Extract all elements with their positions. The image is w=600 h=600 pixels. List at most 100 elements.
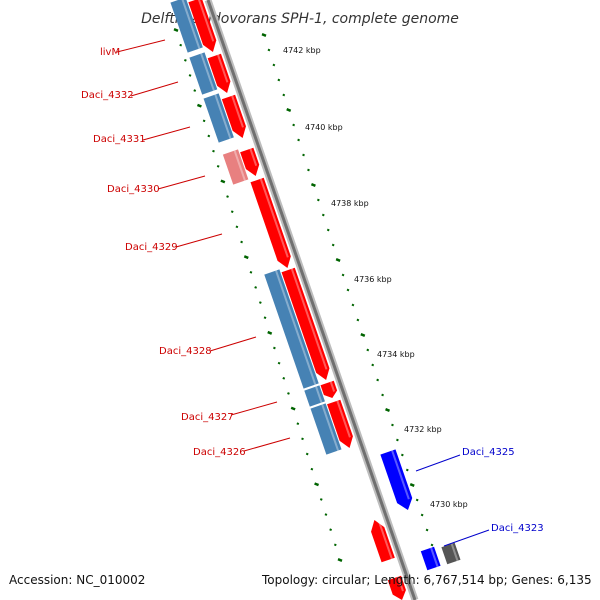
gene-rev-4[interactable] [222,149,249,185]
tick-left-minor [230,210,234,214]
gene-daci-4331[interactable] [221,94,249,141]
gene-daci-4325-shape-group[interactable] [380,449,415,512]
gene-daci-4323-shape-group[interactable] [420,546,441,571]
gene-extra-2[interactable] [387,575,409,600]
tick-right-minor [321,213,325,217]
gene-daci-4325-shape-group-shape [380,449,413,510]
tick-left-minor [333,543,337,547]
gene-rev-3[interactable] [203,93,234,143]
gene-livm-shape [188,0,217,53]
tick-right-major [286,108,292,112]
tick-right-minor [272,63,276,67]
tick-left-minor [287,392,290,395]
gene-rev-5-shine [275,270,317,385]
gene-rev-7-shine [321,404,340,451]
gene-daci-4329-shape [250,177,291,269]
tick-tracks [173,28,434,562]
gene-livm[interactable] [188,0,219,54]
gene-label-daci-4327[interactable]: Daci_4327 [181,412,234,423]
gene-extra-1-shine [377,518,393,560]
tick-left-minor [319,498,323,501]
tick-left-major [337,558,343,562]
tick-right-minor [297,138,300,142]
tick-right-minor [430,543,434,547]
tick-right-major [261,33,267,37]
tick-right-minor [415,498,419,502]
gene-rev-2[interactable] [189,52,218,95]
gene-daci-4326[interactable] [327,399,356,451]
tick-right-minor [282,93,286,97]
gene-daci-4329[interactable] [250,177,294,271]
tick-left-minor [184,58,187,62]
gene-rev-5-shape [264,269,319,389]
tick-right-minor [420,513,424,517]
gene-rev-4-shape [222,149,249,185]
tick-left-major [173,28,179,32]
gene-daci-4327[interactable] [320,380,339,401]
tick-right-minor [356,318,360,322]
leader-line [157,175,206,190]
tick-right-major [409,483,415,487]
scale-label: 4732 kbp [404,425,442,434]
gene-daci-4323-shape-group-shine [430,547,439,568]
gene-rev-5[interactable] [264,269,319,389]
gene-daci-4327-shape [320,380,338,399]
gene-label-daci-4323[interactable]: Daci_4323 [491,523,544,534]
gene-rev-2-shine [200,53,215,91]
tick-right-minor [341,273,345,277]
tick-left-minor [226,195,229,198]
tick-left-minor [329,528,332,532]
scale-label: 4742 kbp [283,46,321,55]
gene-label-daci-4328[interactable]: Daci_4328 [159,346,212,357]
gene-extra-1[interactable] [368,518,395,563]
gene-daci-4328-shine [290,268,328,370]
leader-line [243,437,291,452]
gene-grey-shape [441,542,461,565]
tick-left-minor [216,164,220,168]
tick-left-major [243,255,249,260]
gene-rev-1-shape [170,0,203,53]
tick-right-minor [302,153,305,157]
gene-extra-2-shine [397,576,404,592]
tick-left-minor [324,513,328,516]
tick-left-minor [193,89,197,92]
tick-right-minor [307,168,310,172]
gene-rev-7[interactable] [310,403,342,455]
gene-rev-6-shape [304,385,325,407]
gene-grey[interactable] [441,542,461,565]
tick-left-major [267,330,273,335]
gene-rev-7-shape [310,403,342,455]
gene-label-daci-4332[interactable]: Daci_4332 [81,90,134,101]
tick-left-minor [249,270,253,274]
scale-label: 4734 kbp [377,350,415,359]
gene-label-livm[interactable]: livM [100,47,120,58]
tick-right-major [335,258,341,262]
gene-daci-4330[interactable] [240,147,262,179]
gene-rev-1-shine [181,0,201,49]
tick-left-minor [240,240,243,244]
gene-rev-4-shine [233,150,246,181]
gene-rev-1[interactable] [170,0,203,53]
gene-daci-4332-shine [217,54,229,83]
left-gene-labels: livM Daci_4332 Daci_4331 Daci_4330 Daci_… [81,39,291,458]
gene-label-daci-4326[interactable]: Daci_4326 [193,447,246,458]
gene-label-daci-4331[interactable]: Daci_4331 [93,134,146,145]
tick-left-minor [258,301,262,304]
tick-left-minor [207,134,211,138]
gene-daci-4332-shape [207,53,231,94]
tick-right-minor [381,393,384,397]
gene-daci-4330-shine [249,148,258,166]
tick-left-major [314,482,320,487]
gene-label-daci-4325[interactable]: Daci_4325 [462,447,515,458]
gene-label-daci-4329[interactable]: Daci_4329 [125,242,178,253]
gene-label-daci-4330[interactable]: Daci_4330 [107,184,160,195]
tick-right-minor [425,528,429,532]
tick-right-minor [366,348,370,352]
gene-daci-4332[interactable] [207,53,234,96]
gene-rev-6[interactable] [304,385,325,407]
gene-daci-4323-shape-group-shape [420,546,441,571]
tick-left-minor [296,422,300,426]
gene-daci-4326-shape [327,399,353,448]
leader-line [209,336,257,352]
gene-daci-4328[interactable] [281,267,333,383]
